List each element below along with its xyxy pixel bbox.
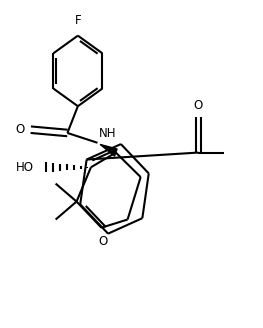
- Text: O: O: [15, 123, 24, 136]
- Text: NH: NH: [99, 127, 116, 140]
- Text: O: O: [194, 99, 203, 112]
- Text: F: F: [74, 14, 81, 28]
- Polygon shape: [100, 144, 117, 156]
- Text: O: O: [98, 235, 107, 248]
- Text: HO: HO: [16, 161, 33, 174]
